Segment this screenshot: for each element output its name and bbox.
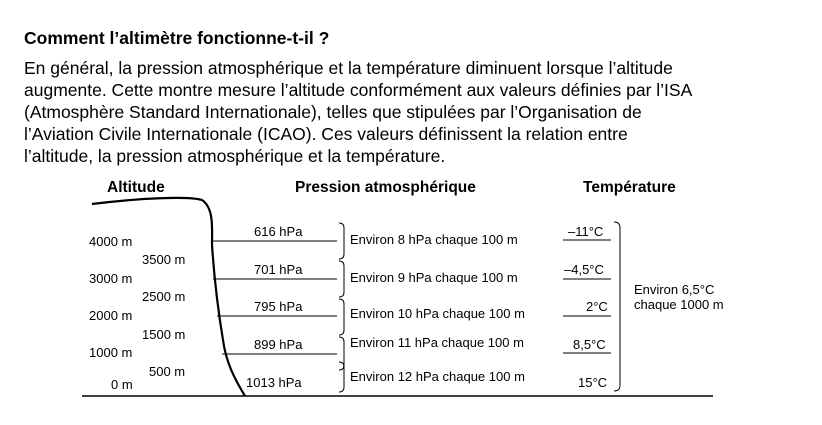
altitude-label: 3000 m [89,271,133,286]
rate-bracket [338,298,345,336]
rate-bracket [338,336,345,371]
altitude-label: 4000 m [89,234,133,249]
rate-bracket [338,361,345,393]
mountain-profile [91,196,246,397]
pressure-label: 795 hPa [254,299,303,314]
rate-bracket [338,260,345,298]
paragraph-line: l’Aviation Civile Internationale (ICAO).… [24,124,628,144]
pressure-label: 701 hPa [254,262,303,277]
altitude-label: 0 m [111,377,133,392]
temperature-label: –4,5°C [564,262,604,277]
rate-bracket [338,222,345,260]
paragraph-line: l’altitude, la pression atmosphérique et… [24,146,446,166]
rate-label: Environ 11 hPa chaque 100 m [350,335,524,350]
temperature-label: 15°C [578,375,608,390]
pressure-label: 616 hPa [254,224,303,239]
altitude-label: 3500 m [142,252,186,267]
altitude-header: Altitude [107,179,165,196]
paragraph-line: En général, la pression atmosphérique et… [24,58,673,78]
rate-label: Environ 8 hPa chaque 100 m [350,232,518,247]
paragraph-line: augmente. Cette montre mesure l’altitude… [24,80,693,100]
altitude-label: 1000 m [89,345,133,360]
paragraph-line: (Atmosphère Standard Internationale), te… [24,102,642,122]
rate-label: Environ 9 hPa chaque 100 m [350,270,518,285]
temperature-header: Température [583,179,676,196]
altitude-label: 1500 m [142,327,186,342]
altitude-label: 2500 m [142,289,186,304]
temperature-label: 2°C [586,299,608,314]
temperature-label: –11°C [568,224,604,239]
altitude-label: 500 m [149,364,186,379]
pressure-label: 899 hPa [254,337,303,352]
temperature-rate-label: chaque 1000 m [634,297,724,312]
temperature-bracket [613,221,621,392]
altitude-label: 2000 m [89,308,133,323]
temperature-rate-label: Environ 6,5°C [634,282,715,297]
rate-label: Environ 10 hPa chaque 100 m [350,306,525,321]
temperature-label: 8,5°C [573,337,606,352]
pression-header: Pression atmosphérique [295,179,476,196]
rate-label: Environ 12 hPa chaque 100 m [350,369,525,384]
pressure-label: 1013 hPa [246,375,302,390]
intro-paragraph: En général, la pression atmosphérique et… [24,57,804,167]
page-title: Comment l’altimètre fonctionne-t-il ? [24,28,330,48]
